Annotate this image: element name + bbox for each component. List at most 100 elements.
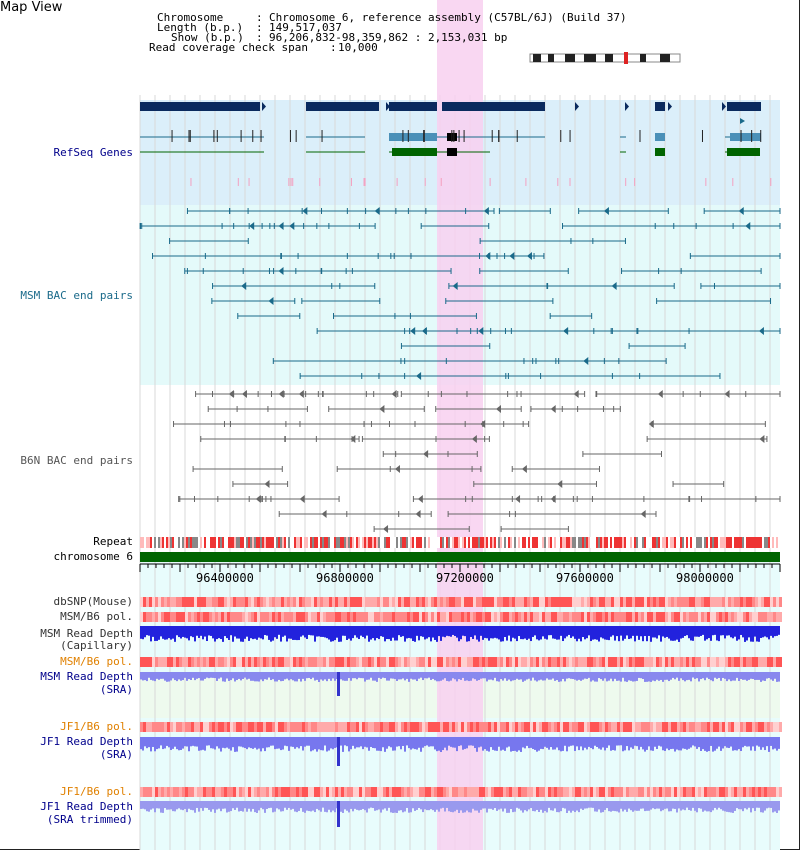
depth-bar: [710, 672, 712, 681]
depth-bar: [416, 626, 418, 636]
depth-bar: [280, 801, 282, 812]
repeat-mark: [714, 537, 716, 548]
depth-bar: [760, 672, 762, 682]
heat-cell: [269, 787, 272, 797]
heat-cell: [521, 722, 524, 732]
heat-cell: [659, 597, 662, 607]
bac-arrow: [509, 252, 515, 260]
depth-bar: [328, 801, 330, 810]
depth-bar: [712, 672, 714, 682]
repeat-mark: [496, 537, 498, 548]
heat-cell: [269, 612, 272, 622]
track-label-chromosome[interactable]: chromosome 6: [53, 550, 133, 563]
track-label-msm-depth-sra[interactable]: MSM Read Depth: [40, 670, 133, 683]
heat-cell: [206, 722, 209, 732]
repeat-mark: [186, 537, 188, 548]
heat-cell: [674, 612, 677, 622]
track-label-msm-b6-pol[interactable]: MSM/B6 pol.: [60, 610, 133, 623]
depth-bar: [478, 626, 480, 642]
repeat-mark: [380, 537, 382, 548]
depth-bar: [600, 626, 602, 638]
depth-bar: [620, 801, 622, 809]
axis-tick-label: 97200000: [436, 571, 494, 585]
heat-cell: [752, 612, 755, 622]
depth-bar: [536, 737, 538, 752]
depth-bar: [560, 801, 562, 812]
track-label-jf1-depth[interactable]: JF1 Read Depth: [40, 735, 133, 748]
depth-bar: [610, 672, 612, 679]
depth-bar: [356, 626, 358, 638]
depth-bar: [434, 801, 436, 812]
heat-cell: [653, 722, 656, 732]
depth-bar: [396, 626, 398, 641]
bac-arrow: [416, 372, 422, 380]
repeat-mark: [314, 537, 316, 548]
depth-bar: [332, 801, 334, 811]
track-label-msm-b6-pol-sra[interactable]: MSM/B6 pol.: [60, 655, 133, 668]
track-label-repeat[interactable]: Repeat: [93, 535, 133, 548]
heat-cell: [506, 722, 509, 732]
heat-cell: [215, 722, 218, 732]
depth-bar: [412, 801, 414, 809]
depth-bar: [636, 672, 638, 681]
heat-cell: [701, 612, 704, 622]
depth-bar: [148, 737, 150, 748]
show-value: 96,206,832-98,359,862 : 2,153,031 bp: [269, 31, 508, 44]
heat-cell: [380, 597, 383, 607]
depth-bar: [404, 672, 406, 681]
heat-cell: [248, 722, 251, 732]
exon: [447, 148, 457, 156]
track-label-jf1-depth-trimmed[interactable]: JF1 Read Depth: [40, 800, 133, 813]
depth-bar: [586, 626, 588, 639]
heat-cell: [662, 612, 665, 622]
depth-bar: [340, 737, 342, 746]
depth-bar: [674, 737, 676, 752]
depth-bar: [632, 626, 634, 636]
heat-cell: [476, 597, 479, 607]
depth-bar: [362, 626, 364, 637]
heat-cell: [632, 597, 635, 607]
track-label-jf1-b6-pol[interactable]: JF1/B6 pol.: [60, 720, 133, 733]
depth-bar: [392, 801, 394, 813]
heat-cell: [722, 597, 725, 607]
heat-cell: [401, 657, 404, 667]
depth-bar: [186, 801, 188, 813]
track-label-msm-bac[interactable]: MSM BAC end pairs: [20, 289, 133, 302]
heat-cell: [431, 787, 434, 797]
heat-cell: [335, 597, 338, 607]
depth-bar: [204, 801, 206, 808]
heat-cell: [617, 722, 620, 732]
repeat-mark: [620, 537, 622, 548]
depth-bar: [588, 737, 590, 747]
heat-cell: [734, 787, 737, 797]
track-label-dbsnp[interactable]: dbSNP(Mouse): [53, 595, 133, 608]
depth-bar: [590, 626, 592, 642]
depth-bar: [676, 737, 678, 750]
heat-cell: [398, 597, 401, 607]
heat-cell: [677, 612, 680, 622]
heat-cell: [287, 722, 290, 732]
track-label-msm-depth-capillary[interactable]: MSM Read Depth: [40, 627, 133, 640]
repeat-mark: [514, 537, 516, 548]
heat-cell: [143, 657, 146, 667]
heat-cell: [203, 722, 206, 732]
depth-bar: [228, 801, 230, 812]
depth-bar: [198, 801, 200, 812]
repeat-mark: [588, 537, 590, 548]
heat-cell: [629, 787, 632, 797]
heat-cell: [245, 597, 248, 607]
heat-cell: [728, 787, 731, 797]
track-label-b6n-bac[interactable]: B6N BAC end pairs: [20, 454, 133, 467]
depth-bar: [398, 737, 400, 747]
repeat-mark: [318, 537, 320, 548]
heat-cell: [185, 787, 188, 797]
depth-bar: [514, 672, 516, 681]
track-label-refseq[interactable]: RefSeq Genes: [53, 146, 133, 159]
depth-bar: [584, 626, 586, 640]
heat-cell: [362, 787, 365, 797]
depth-bar: [348, 801, 350, 813]
track-label-jf1-b6-pol-2[interactable]: JF1/B6 pol.: [60, 785, 133, 798]
heat-cell: [569, 597, 572, 607]
